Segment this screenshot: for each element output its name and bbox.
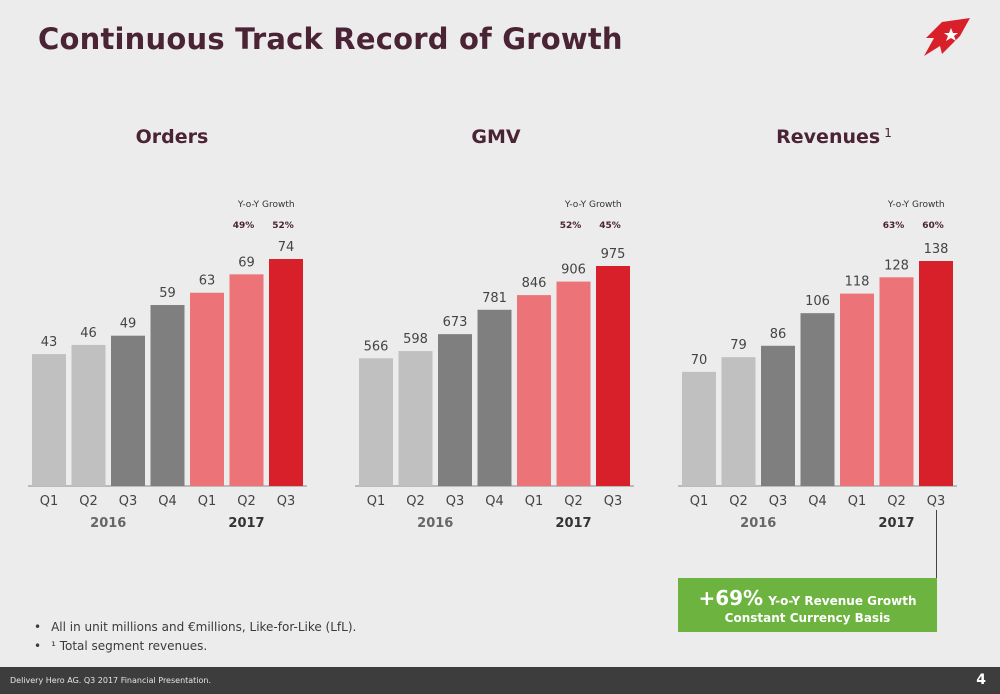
orders-bar [269, 259, 303, 486]
gmv-value-label: 566 [364, 339, 389, 354]
revenues-tick-label: Q3 [927, 494, 946, 509]
gmv-bar [517, 295, 551, 486]
revenues-value-label: 138 [924, 242, 949, 257]
orders-tick-label: Q1 [198, 494, 217, 509]
orders-tick-label: Q2 [237, 494, 256, 509]
callout-label: Y-o-Y Revenue Growth [768, 594, 917, 608]
orders-tick-label: Q3 [119, 494, 138, 509]
gmv-bar [438, 334, 472, 486]
orders-bar [32, 354, 66, 486]
orders-year-label: 2016 [90, 516, 126, 531]
revenues-value-label: 128 [884, 258, 909, 273]
footnote-units: All in unit millions and €millions, Like… [34, 620, 356, 634]
orders-value-label: 49 [120, 317, 137, 332]
revenues-bar [682, 371, 716, 486]
revenue-growth-callout: +69% Y-o-Y Revenue Growth Constant Curre… [678, 578, 937, 632]
gmv-bar [477, 309, 512, 486]
revenues-value-label: 70 [691, 353, 708, 368]
revenues-yoy-value: 60% [922, 221, 944, 231]
footnote-revenues: ¹ Total segment revenues. [34, 639, 356, 653]
orders-tick-label: Q3 [277, 494, 296, 509]
page-number: 4 [976, 672, 986, 688]
orders-yoy-value: 49% [233, 221, 255, 231]
orders-value-label: 69 [238, 255, 255, 270]
orders-bar [71, 344, 106, 486]
revenues-value-label: 86 [770, 327, 787, 342]
gmv-bar [596, 266, 630, 486]
orders-value-label: 74 [278, 240, 295, 255]
gmv-tick-label: Q1 [525, 494, 544, 509]
revenues-year-label: 2017 [878, 516, 914, 531]
orders-value-label: 46 [80, 326, 97, 341]
orders-tick-label: Q1 [40, 494, 59, 509]
orders-value-label: 43 [41, 335, 58, 350]
chart-title-orders: Orders [135, 126, 209, 148]
gmv-bar [359, 358, 393, 486]
orders-yoy-value: 52% [272, 221, 294, 231]
gmv-value-label: 975 [601, 247, 626, 262]
gmv-bar [398, 351, 433, 486]
gmv-yoy-value: 45% [599, 221, 621, 231]
gmv-value-label: 673 [443, 315, 468, 330]
orders-value-label: 63 [199, 274, 216, 289]
gmv-year-label: 2016 [417, 516, 453, 531]
orders-yoy-label: Y-o-Y Growth [237, 200, 295, 210]
revenues-bar [761, 345, 795, 486]
gmv-value-label: 846 [522, 276, 547, 291]
orders-tick-label: Q2 [79, 494, 98, 509]
revenues-value-label: 118 [845, 275, 870, 290]
gmv-tick-label: Q4 [485, 494, 504, 509]
revenues-bar [919, 261, 953, 486]
revenues-tick-label: Q4 [808, 494, 827, 509]
revenues-year-label: 2016 [740, 516, 776, 531]
callout-basis: Constant Currency Basis [724, 611, 891, 625]
revenues-yoy-value: 63% [883, 221, 905, 231]
gmv-year-label: 2017 [555, 516, 591, 531]
revenues-tick-label: Q2 [887, 494, 906, 509]
bar-charts: 43 Q1 46 Q2 49 Q3 59 Q4 63 Q1 69 Q2 74 Q3 2016 2017 Y-o-… [28, 200, 957, 531]
gmv-value-label: 906 [561, 263, 586, 278]
orders-value-label: 59 [159, 286, 176, 301]
gmv-value-label: 781 [482, 291, 507, 306]
revenues-bar [800, 313, 835, 486]
callout-connector [936, 510, 937, 578]
revenues-tick-label: Q1 [848, 494, 867, 509]
rocket-star-logo-icon [924, 18, 970, 56]
gmv-tick-label: Q3 [604, 494, 623, 509]
revenues-value-label: 79 [730, 338, 747, 353]
chart-title-revenues: Revenues 1 [776, 126, 892, 148]
page-title: Continuous Track Record of Growth [38, 22, 623, 56]
gmv-tick-label: Q2 [406, 494, 425, 509]
orders-bar [229, 274, 264, 486]
revenues-tick-label: Q3 [769, 494, 788, 509]
footer-source: Delivery Hero AG. Q3 2017 Financial Pres… [10, 676, 212, 685]
revenues-bar [840, 293, 874, 486]
orders-tick-label: Q4 [158, 494, 177, 509]
orders-bar [150, 305, 185, 486]
revenues-bar [721, 357, 756, 486]
revenues-yoy-label: Y-o-Y Growth [887, 200, 945, 210]
orders-bar [111, 335, 145, 486]
footer-bar: Delivery Hero AG. Q3 2017 Financial Pres… [0, 667, 1000, 694]
footnotes: All in unit millions and €millions, Like… [34, 620, 356, 658]
chart-title-gmv: GMV [471, 126, 521, 148]
orders-year-label: 2017 [228, 516, 264, 531]
revenues-tick-label: Q1 [690, 494, 709, 509]
callout-percentage: +69% [698, 586, 764, 610]
gmv-value-label: 598 [403, 332, 428, 347]
gmv-bar [556, 281, 591, 486]
gmv-yoy-value: 52% [560, 221, 582, 231]
gmv-yoy-label: Y-o-Y Growth [564, 200, 622, 210]
orders-bar [190, 292, 224, 486]
gmv-tick-label: Q1 [367, 494, 386, 509]
revenues-bar [879, 277, 914, 486]
revenues-value-label: 106 [805, 294, 830, 309]
gmv-tick-label: Q3 [446, 494, 465, 509]
gmv-tick-label: Q2 [564, 494, 583, 509]
revenues-tick-label: Q2 [729, 494, 748, 509]
